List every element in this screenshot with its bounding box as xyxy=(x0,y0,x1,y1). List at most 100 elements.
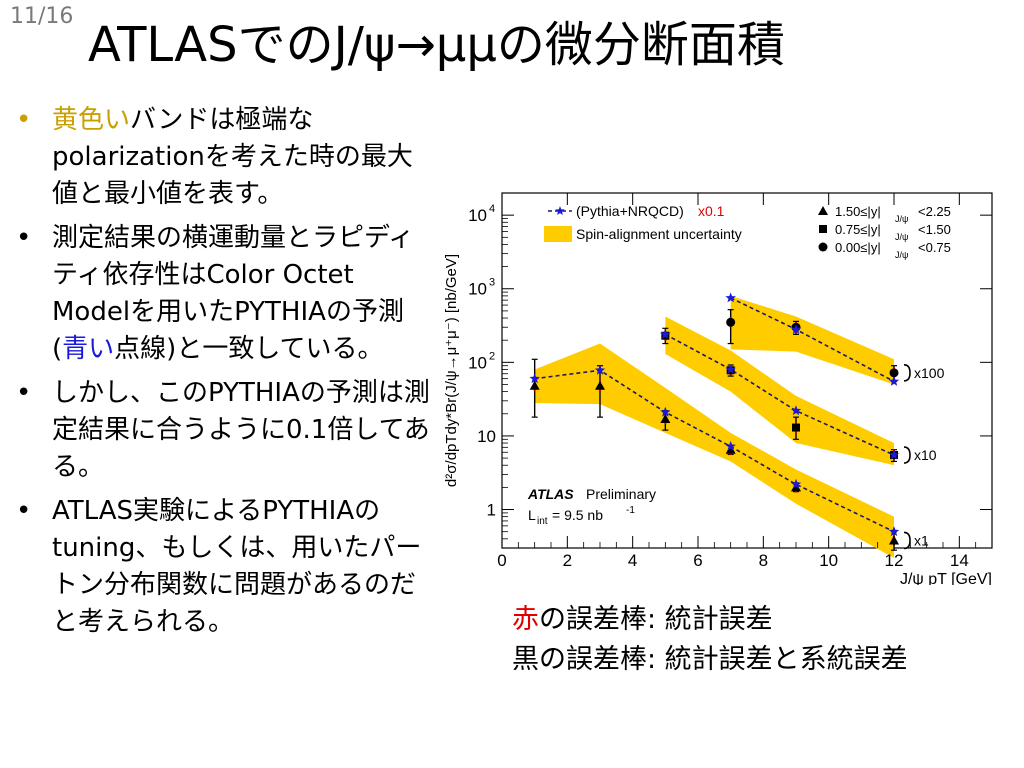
x-tick-label: 12 xyxy=(885,551,904,570)
data-point xyxy=(529,380,540,390)
legend-band-swatch xyxy=(544,226,572,242)
bullet-dot-icon: • xyxy=(16,223,32,253)
bullet-dot-icon: • xyxy=(16,378,32,408)
scale-brace xyxy=(903,446,911,464)
y-tick-exponent: 4 xyxy=(489,203,495,215)
legend-pythia-scale: x0.1 xyxy=(698,203,725,219)
bullet-text: しかし、このPYTHIAの予測は測定結果に合うように0.1倍してある。 xyxy=(52,375,436,486)
bullet-text: ATLAS実験によるPYTHIAのtuning、もしくは、用いたパートン分布関数… xyxy=(52,493,436,641)
lumi-value: = 9.5 nb xyxy=(552,507,603,523)
pythia-star-point xyxy=(888,526,900,537)
legend-pythia-label: (Pythia+NRQCD) xyxy=(576,203,684,219)
bullet-text: 黄色いバンドは極端なpolarizationを考えた時の最大値と最小値を表す。 xyxy=(52,102,436,213)
x-tick-label: 4 xyxy=(628,551,637,570)
caption-line-1: 赤の誤差棒: 統計誤差 xyxy=(512,600,908,640)
scale-brace xyxy=(903,531,911,550)
pythia-star-point xyxy=(888,375,900,386)
bullet-text-part: ATLAS実験によるPYTHIAのtuning、もしくは、用いたパートン分布関数… xyxy=(52,496,422,637)
lumi-exponent: -1 xyxy=(626,505,635,516)
legend-rapidity-label: 0.75≤|y| xyxy=(835,222,881,237)
bullet-item: • ATLAS実験によるPYTHIAのtuning、もしくは、用いたパートン分布関… xyxy=(16,493,436,641)
legend-rapidity-range: <0.75 xyxy=(918,240,951,255)
x-axis-label: J/ψ pT [GeV] xyxy=(900,571,992,585)
x-tick-label: 2 xyxy=(563,551,572,570)
bullet-text-part: しかし、このPYTHIAの予測は測定結果に合うように0.1倍してある。 xyxy=(52,378,430,482)
scale-label: x100 xyxy=(914,365,945,381)
legend-rapidity-label: 0.00≤|y| xyxy=(835,240,881,255)
legend-rapidity-subscript: J/ψ xyxy=(895,214,908,224)
legend-rapidity-subscript: J/ψ xyxy=(895,232,908,242)
bullet-list: • 黄色いバンドは極端なpolarizationを考えた時の最大値と最小値を表す。… xyxy=(16,102,436,648)
caption-line-2: 黒の誤差棒: 統計誤差と系統誤差 xyxy=(512,644,908,675)
bullet-dot-icon: • xyxy=(16,496,32,526)
bullet-item: • 黄色いバンドは極端なpolarizationを考えた時の最大値と最小値を表す。 xyxy=(16,102,436,213)
bullet-item: • しかし、このPYTHIAの予測は測定結果に合うように0.1倍してある。 xyxy=(16,375,436,486)
atlas-label: ATLAS xyxy=(527,486,574,502)
bullet-item: • 測定結果の横運動量とラピディティ依存性はColor Octet Modelを用… xyxy=(16,220,436,368)
y-axis-label: d²σ/dpTdy*Br(J/ψ→μ⁺μ⁻) [nb/GeV] xyxy=(443,254,460,487)
data-point xyxy=(726,317,736,327)
data-point xyxy=(792,423,800,432)
y-tick-label: 10 xyxy=(468,353,487,372)
bullet-text-part: 測定結果の横運動量とラピディティ依存性はColor Octet Modelを用い… xyxy=(52,223,415,364)
legend-marker-triangle xyxy=(818,206,828,215)
legend-star-icon xyxy=(555,206,565,215)
data-point xyxy=(595,380,605,390)
x-tick-label: 0 xyxy=(497,551,506,570)
pythia-star-point xyxy=(725,364,736,374)
y-tick-label: 10 xyxy=(468,206,487,225)
pythia-star-point xyxy=(594,364,606,375)
slide-title: ATLASでのJ/ψ→μμの微分断面積 xyxy=(88,17,785,73)
y-tick-exponent: 3 xyxy=(489,277,495,289)
y-tick-label: 10 xyxy=(477,427,496,446)
x-tick-label: 6 xyxy=(693,551,702,570)
pythia-dashed-line xyxy=(534,369,895,533)
scale-label: x1 xyxy=(914,532,929,548)
caption-red-word: 赤 xyxy=(512,604,539,635)
pythia-star-point xyxy=(529,373,540,384)
y-tick-label: 10 xyxy=(468,280,487,299)
legend-rapidity-range: <1.50 xyxy=(918,222,951,237)
x-tick-label: 14 xyxy=(950,551,969,570)
spin-alignment-band xyxy=(534,343,894,558)
pythia-star-point xyxy=(725,440,736,451)
cross-section-chart: x1 x10 x100 0 2 4 6 8 10 12 14 10 4 10 3 10 2 10 1 J/ψ pT [… xyxy=(440,185,1010,588)
y-tick-label: 1 xyxy=(487,501,496,520)
bullet-dot-icon: • xyxy=(16,105,32,135)
caption-line-1-text: の誤差棒: 統計誤差 xyxy=(539,604,773,635)
data-point xyxy=(889,368,899,378)
bullet-text-part: 黄色い xyxy=(52,105,131,135)
x-tick-label: 10 xyxy=(819,551,838,570)
pythia-star-point xyxy=(725,292,736,303)
legend-rapidity-label: 1.50≤|y| xyxy=(835,204,881,219)
pythia-star-point xyxy=(888,449,900,460)
pythia-star-point xyxy=(660,328,671,339)
legend-marker-circle xyxy=(818,242,828,252)
spin-alignment-band xyxy=(665,316,894,466)
legend-rapidity-range: <2.25 xyxy=(918,204,951,219)
lumi-label: L xyxy=(528,507,536,523)
data-point xyxy=(791,482,801,492)
pythia-star-point xyxy=(790,405,802,416)
legend-band-label: Spin-alignment uncertainty xyxy=(576,226,742,242)
preliminary-label: Preliminary xyxy=(586,486,656,502)
data-point xyxy=(725,444,736,454)
pythia-star-point xyxy=(790,323,802,334)
bullet-text-part: 青い xyxy=(62,334,115,364)
pythia-star-point xyxy=(660,406,671,417)
legend-marker-square xyxy=(819,225,827,233)
bullet-text-part: バンドは極端なpolarizationを考えた時の最大値と最小値を表す。 xyxy=(52,105,413,209)
bullet-text-part: 点線)と一致している。 xyxy=(114,334,384,364)
scale-brace xyxy=(903,364,911,382)
legend-rapidity-subscript: J/ψ xyxy=(895,250,908,260)
error-bar-caption: 赤の誤差棒: 統計誤差 黒の誤差棒: 統計誤差と系統誤差 xyxy=(512,600,908,680)
lumi-subscript: int xyxy=(537,516,548,527)
x-tick-label: 8 xyxy=(759,551,768,570)
y-tick-exponent: 2 xyxy=(489,350,495,362)
pythia-star-point xyxy=(790,478,802,489)
page-number: 11/16 xyxy=(10,4,74,29)
pythia-dashed-line xyxy=(664,333,895,456)
bullet-text: 測定結果の横運動量とラピディティ依存性はColor Octet Modelを用い… xyxy=(52,220,436,368)
scale-label: x10 xyxy=(914,447,937,463)
